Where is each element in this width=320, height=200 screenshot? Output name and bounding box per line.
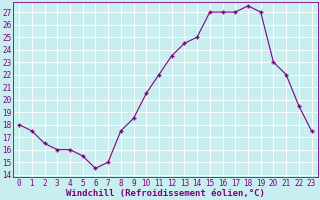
X-axis label: Windchill (Refroidissement éolien,°C): Windchill (Refroidissement éolien,°C) [66, 189, 265, 198]
